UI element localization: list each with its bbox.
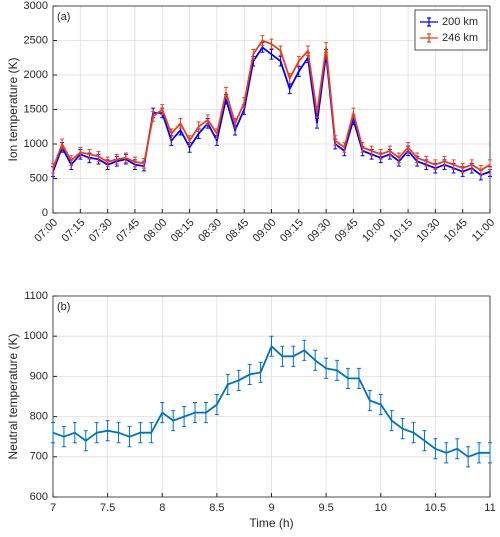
- series: [51, 335, 492, 468]
- legend-swatch: [420, 17, 438, 27]
- x-tick-label: 10: [375, 502, 387, 514]
- data-line: [52, 344, 490, 458]
- y-tick-label: 1000: [24, 330, 48, 342]
- x-tick-label: 11: [484, 502, 495, 514]
- y-tick-label: 900: [30, 370, 48, 382]
- y-tick-label: 700: [30, 451, 48, 463]
- y-tick-label: 1100: [24, 290, 48, 302]
- x-tick-label: 07:30: [87, 217, 115, 245]
- x-tick-label: 10:15: [387, 217, 415, 245]
- y-tick-label: 1000: [24, 138, 48, 150]
- legend-swatch: [420, 33, 438, 43]
- x-axis-label: Time (h): [249, 516, 293, 530]
- data-line: [52, 39, 491, 172]
- y-tick-label: 0: [42, 207, 48, 219]
- error-bar: [51, 422, 55, 444]
- x-tick-label: 11:00: [470, 217, 497, 244]
- series: [51, 35, 492, 176]
- x-tick-label: 10.5: [425, 502, 446, 514]
- y-tick-label: 600: [30, 491, 48, 503]
- y-tick-label: 500: [30, 172, 48, 184]
- x-tick-label: 10:30: [415, 217, 443, 245]
- y-tick-label: 3000: [24, 0, 48, 12]
- y-axis-label: Ion temperature (K): [6, 57, 20, 161]
- legend-label: 246 km: [442, 32, 478, 44]
- x-tick-label: 08:15: [169, 217, 197, 245]
- x-tick-label: 09:30: [305, 217, 333, 245]
- x-tick-label: 08:45: [223, 217, 251, 245]
- x-tick-label: 08:30: [196, 217, 224, 245]
- x-tick-label: 09:00: [251, 217, 279, 245]
- y-axis-label: Neutral temperature (K): [6, 333, 20, 459]
- x-tick-label: 10:45: [442, 217, 470, 245]
- x-tick-label: 08:00: [141, 217, 169, 245]
- x-tick-label: 09:45: [333, 217, 361, 245]
- x-tick-label: 07:00: [32, 217, 60, 245]
- x-tick-label: 8.5: [209, 502, 224, 514]
- y-tick-label: 2000: [24, 69, 48, 81]
- x-tick-label: 7: [50, 502, 56, 514]
- axes-frame: [52, 5, 491, 214]
- x-tick-label: 9: [268, 502, 274, 514]
- y-tick-label: 800: [30, 411, 48, 423]
- x-tick-label: 09:15: [278, 217, 306, 245]
- legend-box: [414, 9, 488, 51]
- y-tick-label: 2500: [24, 34, 48, 46]
- panel-label: (a): [57, 11, 70, 23]
- x-tick-label: 9.5: [318, 502, 333, 514]
- axes-frame: [52, 295, 491, 498]
- legend-label: 200 km: [442, 16, 478, 28]
- x-tick-label: 7.5: [100, 502, 115, 514]
- x-tick-label: 8: [159, 502, 165, 514]
- y-tick-label: 1500: [24, 103, 48, 115]
- x-tick-label: 10:00: [360, 217, 388, 245]
- panel-label: (b): [57, 301, 70, 313]
- x-tick-label: 07:45: [114, 217, 142, 245]
- x-tick-label: 07:15: [60, 217, 88, 245]
